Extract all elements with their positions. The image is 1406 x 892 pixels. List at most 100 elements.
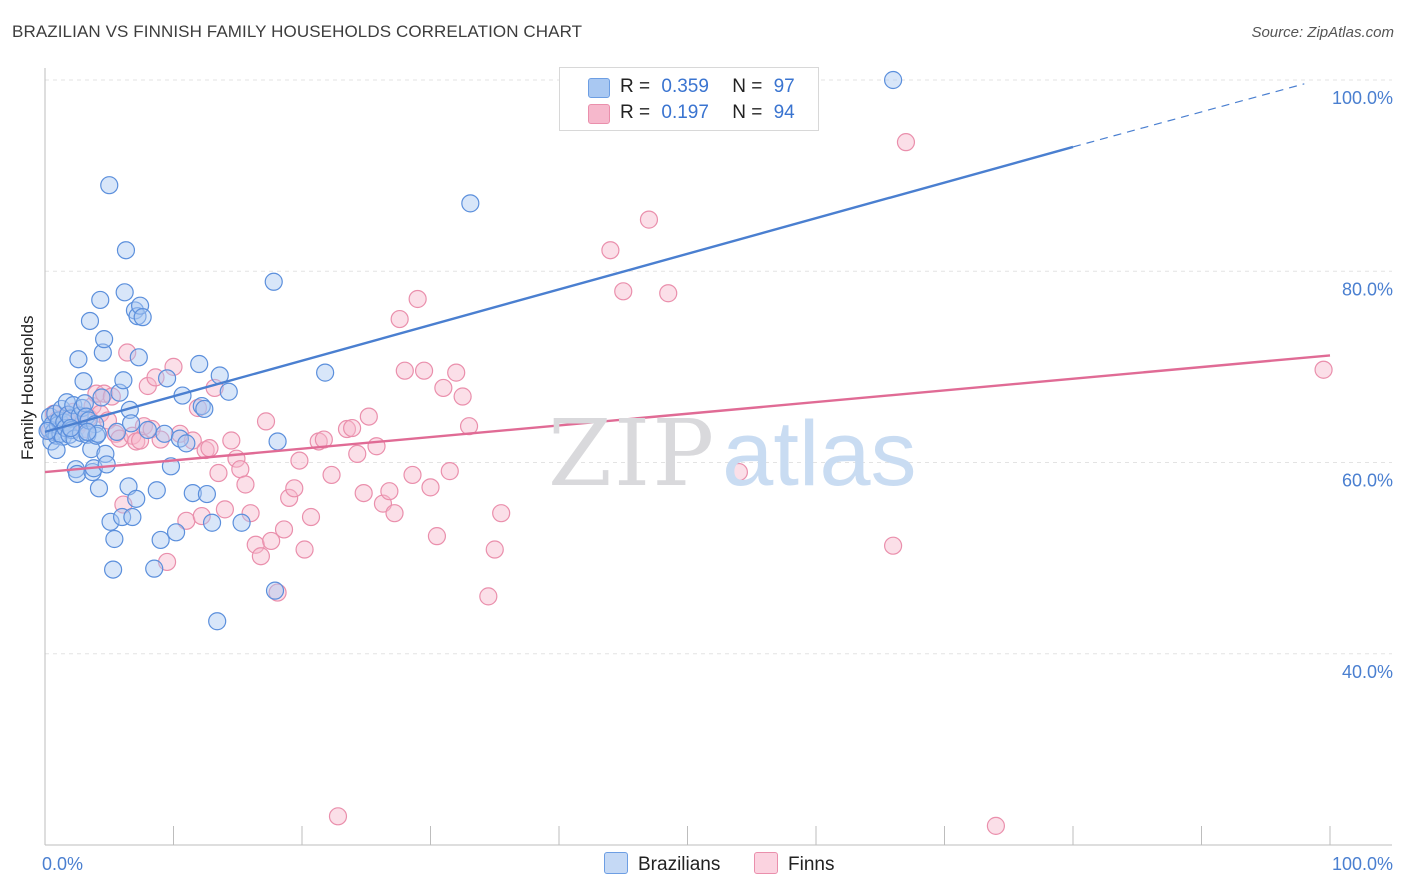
finns-trend-line (44, 354, 1331, 474)
bottom-swatch-brazilians (604, 852, 628, 874)
brazilians-point (177, 434, 196, 453)
legend-r-value: 0.359 (661, 76, 709, 97)
finns-point (256, 412, 276, 431)
grid-lines (45, 79, 1392, 655)
finns-point (354, 484, 373, 503)
brazilians-point (145, 559, 164, 578)
brazilians-point (92, 388, 111, 407)
finns-point (485, 540, 504, 559)
trend-lines (44, 83, 1331, 474)
finns-point (215, 500, 234, 519)
finns-point (118, 343, 137, 362)
brazilians-point (166, 523, 186, 542)
stats-legend: R = 0.359 N = 97 R = 0.197 N = 94 (559, 67, 819, 131)
finns-point (659, 284, 678, 303)
finns-point (421, 478, 440, 497)
brazilians-point (268, 432, 287, 451)
finns-point (236, 475, 255, 494)
finns-point (729, 462, 749, 482)
brazilians-point (197, 484, 217, 504)
finns-point (385, 504, 404, 523)
finns-point (427, 527, 447, 546)
brazilians-trend-extension (1072, 83, 1305, 148)
legend-r-label: R = (620, 102, 651, 123)
finns-point (403, 465, 422, 485)
finns-point (280, 488, 299, 507)
finns-point (343, 418, 362, 438)
x-tick-label-min: 0.0% (42, 854, 83, 874)
finns-point (639, 210, 659, 229)
brazilians-point (89, 479, 109, 498)
brazilians-point (121, 414, 141, 433)
x-tick-label-max: 100.0% (1332, 854, 1393, 874)
brazilians-point (219, 382, 238, 401)
finns-point (440, 462, 459, 481)
brazilians-point (155, 424, 174, 443)
finns-point (274, 520, 294, 539)
brazilians-point (74, 372, 93, 391)
brazilians-point (80, 311, 100, 331)
brazilians-point (190, 354, 209, 374)
y-tick-label: 80.0% (1342, 279, 1393, 299)
brazilians-point (69, 350, 88, 369)
finns-point (986, 816, 1006, 835)
brazilians-point (115, 283, 134, 302)
brazilians-point (100, 176, 119, 195)
brazilians-point (107, 422, 127, 441)
finns-point (414, 361, 434, 380)
legend-swatch-brazilians (588, 78, 610, 98)
legend-swatch-finns (588, 104, 610, 124)
brazilians-point (127, 489, 146, 508)
finns-series (41, 133, 1333, 835)
finns-point (268, 583, 287, 602)
finns-point (359, 407, 378, 426)
brazilians-point (91, 290, 110, 310)
bottom-legend-label: Brazilians (638, 854, 721, 875)
brazilians-point (114, 371, 133, 390)
axes (44, 68, 1392, 846)
legend-n-label: N = (732, 76, 763, 97)
brazilians-point (130, 296, 150, 315)
brazilians-trend-line (44, 145, 1074, 434)
brazilians-point (208, 612, 227, 631)
finns-point (395, 361, 414, 380)
finns-point (408, 289, 427, 309)
finns-point (231, 460, 250, 479)
finns-point (290, 451, 309, 470)
finns-point (322, 465, 341, 485)
brazilians-point (112, 507, 132, 527)
finns-point (246, 535, 265, 554)
y-tick-label: 40.0% (1342, 662, 1393, 682)
finns-point (896, 133, 916, 152)
brazilians-point (265, 581, 285, 600)
finns-point (380, 482, 399, 501)
finns-point (390, 309, 409, 329)
legend-r-value: 0.197 (661, 102, 709, 123)
brazilians-point (157, 369, 177, 388)
brazilians-point (95, 330, 114, 349)
finns-point (209, 463, 228, 483)
brazilians-point (316, 363, 335, 382)
finns-point (164, 357, 183, 376)
brazilians-point (101, 512, 120, 531)
finns-point (285, 479, 304, 498)
finns-point (447, 363, 466, 382)
finns-point (314, 430, 333, 449)
finns-point (492, 504, 511, 523)
finns-point (295, 540, 314, 559)
finns-point (1314, 360, 1333, 379)
brazilians-point (151, 530, 170, 550)
finns-point (251, 547, 270, 566)
legend-n-label: N = (732, 102, 763, 123)
brazilians-point (75, 394, 94, 413)
legend-n-value: 97 (773, 76, 795, 97)
brazilians-point (129, 348, 148, 367)
y-tick-label: 60.0% (1342, 471, 1393, 491)
brazilians-point (78, 422, 97, 441)
finns-point (301, 507, 321, 527)
legend-r-label: R = (620, 76, 651, 97)
brazilians-point (202, 513, 222, 532)
brazilians-point (883, 70, 903, 90)
finns-point (434, 378, 453, 398)
tick-labels: 40.0% 60.0% 80.0% 100.0% 0.0% 100.0% (42, 88, 1393, 874)
